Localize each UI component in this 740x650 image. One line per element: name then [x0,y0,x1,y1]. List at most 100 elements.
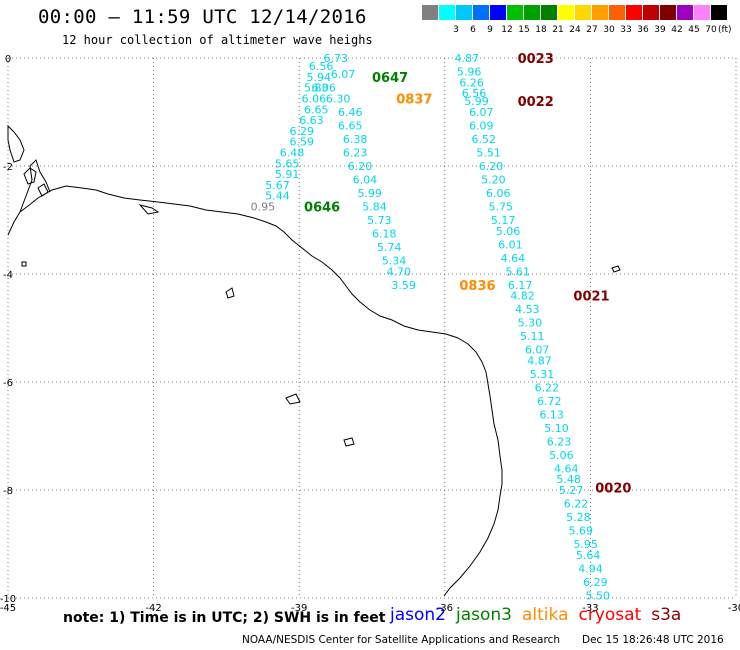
satellite-name: jason3 [456,605,512,625]
wave-height-value: 6.73 [323,52,348,65]
wave-height-value: 6.26 [459,76,484,89]
wave-height-value: 5.74 [377,241,402,254]
brazil-coastline [7,185,503,597]
legend-swatch [558,5,574,20]
lat-tick-label: -8 [3,486,13,497]
legend-swatch [711,5,727,20]
coast-inlet [19,159,51,213]
wave-height-value: 5.84 [362,201,387,214]
wave-height-value: 6.59 [289,136,314,149]
legend-swatch [609,5,625,20]
legend-swatch [643,5,659,20]
island-fernando [611,265,621,273]
legend-label: 27 [586,25,598,35]
legend-label: 33 [620,25,632,35]
lon-tick-label: -33 [582,603,598,614]
wave-height-value: 6.06 [486,187,511,200]
wave-height-value: 5.48 [556,473,581,486]
wave-height-value: 5.27 [559,484,584,497]
lat-tick-label: -4 [3,270,13,281]
wave-height-value: 5.11 [520,330,545,343]
lon-tick-label: -45 [0,603,16,614]
island-small-4 [21,261,27,267]
wave-height-value: 5.99 [464,95,489,108]
wave-height-value: 6.52 [471,133,496,146]
wave-height-value: 5.91 [275,168,300,181]
legend-swatch [626,5,642,20]
wave-height-value: 6.01 [498,238,522,251]
wave-height-value: 6.38 [343,133,368,146]
wave-height-value: 5.96 [457,66,482,79]
wave-height-value: 6.06 [311,82,336,95]
wave-height-value: 6.23 [343,147,368,160]
wave-height-value: 5.51 [476,147,501,160]
legend-label: 15 [518,25,530,35]
wave-height-value: 5.28 [566,511,591,524]
legend-label: 36 [637,25,649,35]
legend-label: 42 [671,25,683,35]
lat-tick-label: -10 [0,594,16,605]
legend-swatch [524,5,540,20]
wave-height-value: 5.65 [275,157,300,170]
lat-tick-label: 0 [5,54,11,65]
footnote: note: 1) Time is in UTC; 2) SWH is in fe… [63,610,386,626]
legend-swatch [592,5,608,20]
generation-timestamp: Dec 15 18:26:48 UTC 2016 [582,634,724,646]
wave-height-value: 4.87 [455,52,480,65]
credit-line: NOAA/NESDIS Center for Satellite Applica… [242,634,560,646]
legend-label: 24 [569,25,581,35]
wave-height-value: 5.30 [518,317,543,330]
wave-height-value: 0.95 [251,201,276,214]
wave-height-value: 5.06 [496,225,521,238]
legend-swatch [677,5,693,20]
wave-height-value: 6.17 [508,279,532,292]
legend-swatch [456,5,472,20]
wave-height-value: 4.70 [387,265,412,278]
wave-height-value: 6.18 [372,228,397,241]
legend-label: 12 [501,25,513,35]
island-small-1 [225,287,235,299]
pass-time-label: 0647 [372,71,408,86]
wave-height-value: 6.65 [338,120,363,133]
wave-height-value: 6.07 [469,106,494,119]
wave-height-value: 5.44 [265,190,290,203]
wave-height-value: 6.07 [331,68,356,81]
chart-title: 00:00 — 11:59 UTC 12/14/2016 [38,6,367,28]
wave-height-value: 4.64 [501,252,526,265]
marajo-island [7,124,25,163]
estuary-islands [23,167,160,215]
wave-height-value: 6.56 [309,60,334,73]
wave-height-value: 5.20 [481,174,506,187]
lon-tick-label: -42 [145,603,161,614]
legend-swatch [439,5,455,20]
lon-tick-label: -39 [291,603,307,614]
legend-swatch [575,5,591,20]
wave-height-value: 6.07 [525,344,550,357]
wave-height-value: 6.30 [326,93,351,106]
wave-height-value: 6.04 [353,174,378,187]
wave-height-value: 5.73 [367,214,392,227]
wave-height-value: 6.29 [289,125,314,138]
pass-time-label: 0022 [518,95,554,110]
chart-subtitle: 12 hour collection of altimeter wave hei… [62,33,373,47]
wave-height-value: 5.67 [265,179,290,192]
wave-height-value: 5.17 [491,214,516,227]
wave-height-value: 6.20 [348,160,373,173]
wave-height-value: 5.31 [530,368,555,381]
satellite-name: jason2 [390,605,446,625]
legend-label: 70 [705,25,717,35]
coastline [7,124,621,597]
lat-tick-label: -2 [3,162,13,173]
legend-label: 3 [453,25,459,35]
wave-height-value: 6.13 [539,408,564,421]
wave-height-value: 4.87 [527,354,552,367]
wave-height-value: 6.72 [537,395,562,408]
legend-swatch [694,5,710,20]
satellite-name: cryosat [578,605,642,625]
wave-height-value: 4.53 [515,303,540,316]
legend-swatch [422,5,438,20]
wave-height-value: 6.22 [535,381,560,394]
wave-height-value: 6.63 [299,114,324,127]
lon-tick-label: -36 [437,603,453,614]
